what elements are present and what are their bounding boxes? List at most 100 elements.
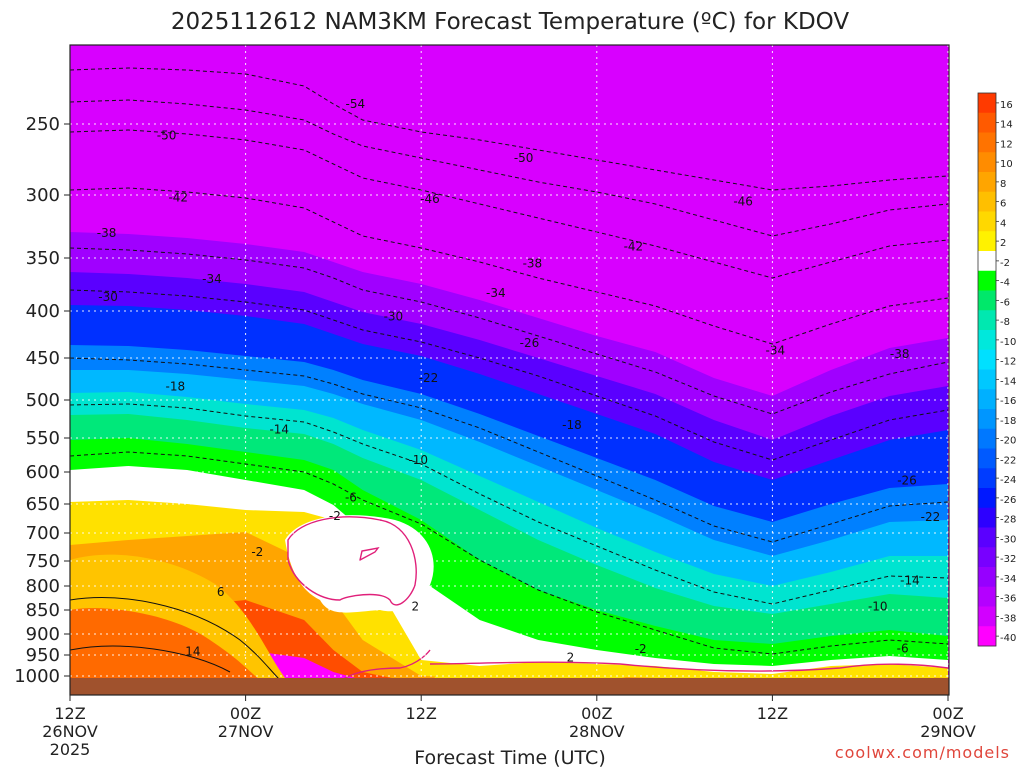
colorbar-swatch: [978, 191, 996, 212]
colorbar-label: 2: [1000, 238, 1006, 249]
contour-line-dashed: [70, 187, 949, 345]
contour-label: -42: [624, 240, 644, 254]
colorbar-label: -40: [1000, 633, 1016, 644]
colorbar-swatch: [978, 211, 996, 232]
contour-line-dashed: [70, 289, 949, 461]
contour-label: -18: [562, 418, 582, 432]
y-tick-label: 600: [26, 462, 60, 483]
colorbar-label: -14: [1000, 376, 1016, 387]
colorbar-swatch: [978, 507, 996, 528]
colorbar-swatch: [978, 428, 996, 449]
contour-label: 2: [567, 651, 575, 665]
y-tick-label: 900: [26, 624, 60, 645]
band-hot-pocket: [70, 608, 260, 680]
contour-label: -6: [345, 491, 357, 505]
colorbar-swatch: [978, 606, 996, 627]
colorbar-swatch: [978, 527, 996, 548]
y-tick-label: 450: [26, 348, 60, 369]
colorbar-label: -2: [1000, 258, 1010, 269]
colorbar-label: -38: [1000, 613, 1016, 624]
contour-label: -26: [520, 336, 540, 350]
colorbar-label: 4: [1000, 218, 1006, 229]
contour-line-dashed: [70, 129, 949, 279]
contour-label: -14: [269, 423, 289, 437]
colorbar-swatch: [978, 251, 996, 272]
colorbar-swatch: [978, 547, 996, 568]
colorbar-swatch: [978, 172, 996, 193]
contour-label: -2: [635, 642, 647, 656]
colorbar-swatch: [978, 369, 996, 390]
contour-label-bg: [946, 549, 973, 562]
colorbar-swatch: [978, 349, 996, 370]
y-tick-label: 800: [26, 576, 60, 597]
contour-line-dashed: [70, 451, 949, 655]
colorbar-label: -32: [1000, 554, 1016, 565]
colorbar-swatch: [978, 290, 996, 311]
contour-label: -6: [897, 641, 909, 655]
colorbar-swatch: [978, 448, 996, 469]
colorbar-frame: [977, 92, 997, 647]
colorbar-label: -8: [1000, 317, 1010, 328]
contour-label: 6: [217, 585, 225, 599]
plot-frame: [69, 44, 950, 696]
colorbar-label: -28: [1000, 515, 1016, 526]
colorbar-label: -24: [1000, 475, 1016, 486]
contour-label: -38: [97, 226, 117, 240]
contour-label: -54: [346, 97, 366, 111]
contour-label: -14: [900, 574, 920, 588]
colorbar-swatch: [978, 152, 996, 173]
contour-label: -38: [523, 256, 543, 270]
contour-line-dashed: [70, 99, 949, 237]
band-minus-38: [70, 45, 948, 396]
colorbar-label: -20: [1000, 436, 1016, 447]
colorbar-label: -26: [1000, 495, 1016, 506]
contour-label: -22: [419, 371, 439, 385]
contour-label: -10: [868, 600, 888, 614]
colorbar-label: 6: [1000, 199, 1006, 210]
x-tick-label: 00Z: [932, 704, 963, 723]
colorbar-swatch: [978, 93, 996, 114]
contour-label: -22: [921, 510, 941, 524]
grid-lines: [70, 45, 949, 695]
contour-lines: [70, 67, 949, 681]
colorbar-swatch: [978, 626, 996, 647]
contour-label: -18: [950, 549, 970, 563]
y-tick-label: 750: [26, 551, 60, 572]
colorbar-swatch: [978, 310, 996, 331]
colorbar-swatch: [978, 567, 996, 588]
x-tick-label: 12Z: [54, 704, 85, 723]
contour-label: 14: [185, 645, 200, 659]
colorbar-label: -6: [1000, 297, 1010, 308]
contour-label: -38: [890, 347, 910, 361]
contour-label: -26: [897, 473, 917, 487]
x-tick-label: 26NOV: [42, 722, 98, 741]
site-watermark: coolwx.com/models: [835, 743, 1010, 762]
contour-label: -30: [98, 290, 118, 304]
contour-label: -50: [157, 128, 177, 142]
x-tick-label: 28NOV: [569, 722, 625, 741]
x-tick-label: 00Z: [230, 704, 261, 723]
contour-label: -34: [202, 272, 222, 286]
contour-label: -46: [733, 194, 753, 208]
y-tick-label: 400: [26, 301, 60, 322]
x-tick-label: 00Z: [581, 704, 612, 723]
colorbar-label: -16: [1000, 396, 1016, 407]
y-tick-label: 1000: [14, 666, 60, 687]
contour-line-solid: [70, 597, 281, 681]
contour-label: -46: [420, 192, 440, 206]
contour-label: -2: [329, 509, 341, 523]
colorbar-swatch: [978, 586, 996, 607]
y-tick-label: 850: [26, 600, 60, 621]
colorbar-swatch: [978, 409, 996, 430]
contour-labels: -54 -50 -50 -46 -46 -42 -42 -38 -38 -38 -34 -34 -34 -…: [97, 97, 973, 665]
colorbar-label: -34: [1000, 574, 1016, 585]
y-tick-label: 500: [26, 390, 60, 411]
colorbar-label: -22: [1000, 455, 1016, 466]
chart-title: 2025112612 NAM3KM Forecast Temperature (…: [171, 9, 850, 35]
colorbar-swatch: [978, 330, 996, 351]
colorbar-swatch: [978, 132, 996, 153]
y-tick-label: 250: [26, 114, 60, 135]
band-warm-nose: [285, 515, 434, 613]
y-tick-label: 950: [26, 645, 60, 666]
